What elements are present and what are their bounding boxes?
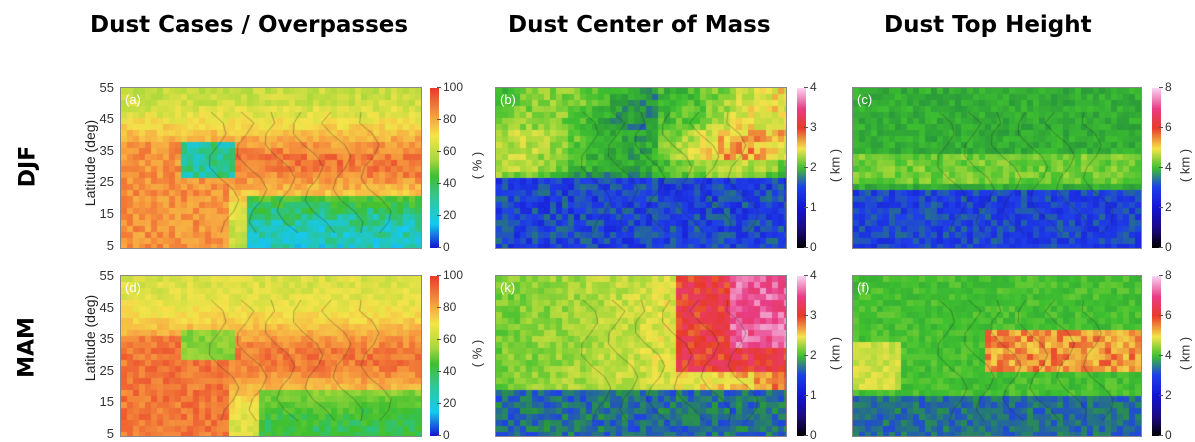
- colorbar-unit-top-djf: ( km ): [1177, 148, 1193, 183]
- panel-label-d: (d): [125, 280, 141, 295]
- colorbar-tick: 40: [436, 364, 457, 378]
- colorbar-tick: 100: [436, 80, 464, 94]
- column-title-top-height: Dust Top Height: [884, 12, 1092, 38]
- heatmap-d: [121, 276, 421, 436]
- panel-label-k: (k): [500, 280, 516, 295]
- heatmap-c: [853, 88, 1141, 248]
- colorbar-unit-cases-mam: ( % ): [469, 339, 485, 368]
- colorbar-tick: 80: [436, 112, 457, 126]
- heatmap-f: [853, 276, 1141, 436]
- map-panel-c: [852, 87, 1142, 249]
- colorbar-tick: 100: [436, 268, 464, 282]
- colorbar-tick: 8: [1159, 268, 1172, 282]
- y-tick: 15: [99, 206, 114, 221]
- y-axis-label-djf: Latitude (deg): [82, 119, 98, 207]
- y-tick: 55: [99, 80, 114, 95]
- colorbar-tick: 0: [804, 240, 817, 254]
- colorbar-com-djf: [797, 88, 806, 248]
- panel-label-a: (a): [125, 92, 141, 107]
- colorbar-tick: 6: [1159, 308, 1172, 322]
- colorbar-tick: 0: [1159, 240, 1172, 254]
- colorbar-tick: 2: [1159, 388, 1172, 402]
- row-label-mam: MAM: [14, 317, 40, 378]
- y-tick: 25: [99, 174, 114, 189]
- heatmap-k: [496, 276, 786, 436]
- y-tick: 5: [106, 426, 114, 441]
- y-tick: 25: [99, 363, 114, 378]
- column-title-cases: Dust Cases / Overpasses: [90, 12, 409, 38]
- colorbar-tick: 4: [804, 268, 817, 282]
- colorbar-tick: 4: [1159, 348, 1172, 362]
- heatmap-b: [496, 88, 786, 248]
- panel-label-f: (f): [857, 280, 870, 295]
- map-panel-f: [852, 275, 1142, 437]
- panel-label-c: (c): [857, 92, 873, 107]
- column-title-center-of-mass: Dust Center of Mass: [508, 12, 771, 38]
- colorbar-tick: 0: [437, 428, 450, 442]
- colorbar-tick: 0: [437, 240, 450, 254]
- map-panel-k: [495, 275, 787, 437]
- colorbar-tick: 6: [1159, 120, 1172, 134]
- colorbar-cases-djf: [430, 88, 439, 248]
- colorbar-tick: 0: [804, 428, 817, 442]
- row-label-djf: DJF: [15, 145, 41, 188]
- colorbar-cases-mam: [430, 276, 439, 436]
- colorbar-tick: 4: [1159, 160, 1172, 174]
- colorbar-tick: 8: [1159, 80, 1172, 94]
- colorbar-tick: 80: [436, 300, 457, 314]
- colorbar-tick: 2: [804, 348, 817, 362]
- y-tick: 45: [99, 111, 114, 126]
- colorbar-tick: 3: [804, 308, 817, 322]
- colorbar-tick: 2: [1159, 200, 1172, 214]
- y-tick: 15: [99, 394, 114, 409]
- y-tick: 55: [99, 268, 114, 283]
- colorbar-unit-com-djf: ( km ): [827, 148, 843, 183]
- colorbar-tick: 1: [804, 388, 817, 402]
- y-tick: 35: [99, 143, 114, 158]
- colorbar-tick: 1: [804, 200, 817, 214]
- colorbar-top-djf: [1152, 88, 1161, 248]
- colorbar-unit-top-mam: ( km ): [1177, 336, 1193, 371]
- colorbar-unit-com-mam: ( km ): [827, 336, 843, 371]
- y-tick: 5: [106, 238, 114, 253]
- colorbar-tick: 20: [436, 208, 457, 222]
- map-panel-a: [120, 87, 422, 249]
- map-panel-b: [495, 87, 787, 249]
- map-panel-d: [120, 275, 422, 437]
- colorbar-tick: 20: [436, 396, 457, 410]
- colorbar-tick: 60: [436, 332, 457, 346]
- heatmap-a: [121, 88, 421, 248]
- colorbar-tick: 0: [1159, 428, 1172, 442]
- colorbar-top-mam: [1152, 276, 1161, 436]
- colorbar-tick: 60: [436, 144, 457, 158]
- colorbar-tick: 40: [436, 176, 457, 190]
- colorbar-tick: 3: [804, 120, 817, 134]
- panel-label-b: (b): [500, 92, 516, 107]
- colorbar-com-mam: [797, 276, 806, 436]
- y-tick: 45: [99, 300, 114, 315]
- colorbar-unit-cases-djf: ( % ): [469, 151, 485, 180]
- colorbar-tick: 2: [804, 160, 817, 174]
- y-tick: 35: [99, 331, 114, 346]
- colorbar-tick: 4: [804, 80, 817, 94]
